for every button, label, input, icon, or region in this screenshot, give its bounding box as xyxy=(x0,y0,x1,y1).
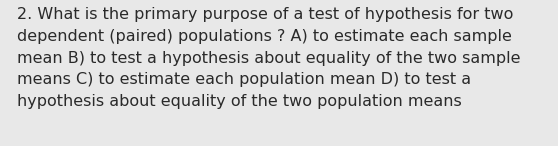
Text: 2. What is the primary purpose of a test of hypothesis for two
dependent (paired: 2. What is the primary purpose of a test… xyxy=(17,7,520,109)
